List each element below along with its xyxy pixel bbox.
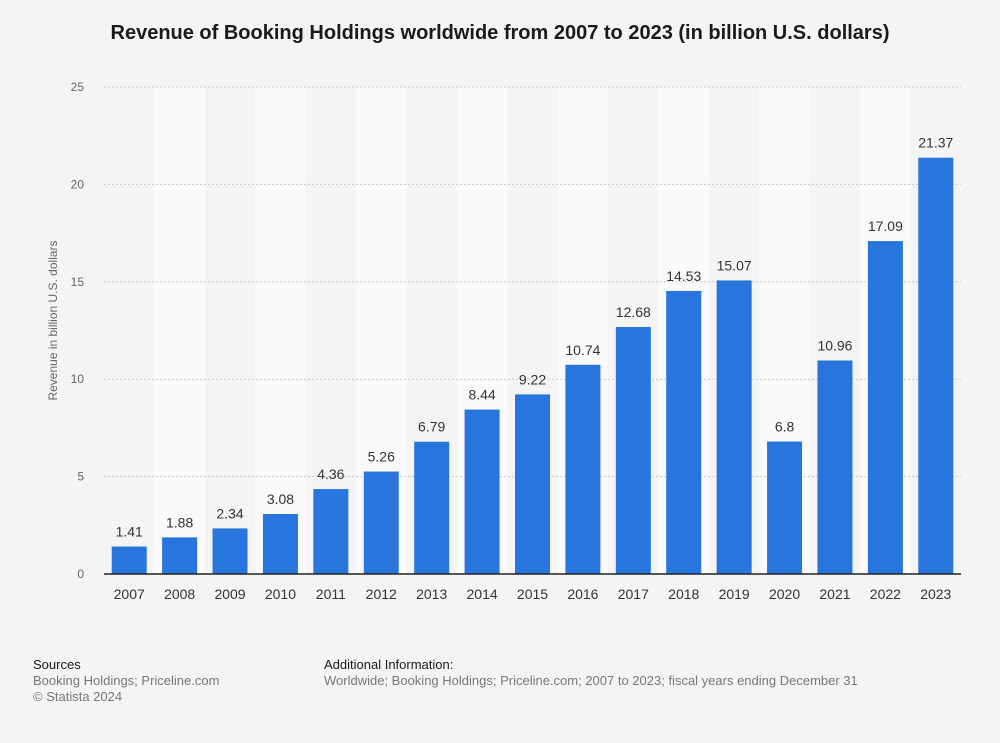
value-label: 1.88 <box>166 514 193 530</box>
x-tick-label: 2012 <box>366 586 397 602</box>
y-tick-label: 0 <box>77 567 84 581</box>
bar <box>111 546 147 574</box>
column-band <box>255 87 306 574</box>
x-tick-label: 2010 <box>265 586 296 602</box>
value-label: 14.53 <box>666 268 701 284</box>
value-label: 2.34 <box>216 505 243 521</box>
x-tick-label: 2015 <box>517 586 548 602</box>
x-tick-label: 2021 <box>819 586 850 602</box>
bar <box>414 441 450 574</box>
y-axis-title: Revenue in billion U.S. dollars <box>46 240 60 400</box>
x-tick-label: 2011 <box>316 586 346 602</box>
value-label: 10.96 <box>817 337 852 353</box>
x-tick-label: 2014 <box>467 586 498 602</box>
x-tick-label: 2023 <box>920 586 951 602</box>
bar <box>363 471 399 574</box>
bar <box>162 537 198 574</box>
x-tick-label: 2016 <box>567 586 598 602</box>
x-tick-label: 2008 <box>164 586 195 602</box>
sources-text: Booking Holdings; Priceline.com <box>33 673 220 688</box>
bar <box>262 514 298 574</box>
chart-title: Revenue of Booking Holdings worldwide fr… <box>110 22 890 44</box>
bar <box>767 441 803 574</box>
additional-info-text: Worldwide; Booking Holdings; Priceline.c… <box>324 673 858 688</box>
bar <box>867 241 903 575</box>
copyright-text: © Statista 2024 <box>33 689 123 704</box>
sources-heading: Sources <box>33 657 81 672</box>
value-label: 9.22 <box>519 371 546 387</box>
bar <box>918 157 954 574</box>
value-label: 10.74 <box>565 342 600 358</box>
y-tick-label: 5 <box>77 470 84 484</box>
value-label: 6.79 <box>418 419 445 435</box>
x-tick-label: 2018 <box>668 586 699 602</box>
y-tick-label: 10 <box>71 372 85 386</box>
value-label: 3.08 <box>267 491 294 507</box>
additional-info-block: Additional Information: Worldwide; Booki… <box>324 657 858 689</box>
y-tick-label: 20 <box>71 177 85 191</box>
y-tick-label: 15 <box>71 275 85 289</box>
value-label: 21.37 <box>918 135 953 151</box>
column-band <box>154 87 205 574</box>
y-tick-label: 25 <box>71 80 85 94</box>
value-label: 8.44 <box>468 387 495 403</box>
bar <box>515 394 550 574</box>
bar <box>212 528 248 574</box>
value-label: 1.41 <box>116 524 143 540</box>
value-label: 15.07 <box>717 257 752 273</box>
x-tick-label: 2017 <box>618 586 649 602</box>
additional-info-heading: Additional Information: <box>324 657 454 672</box>
value-label: 4.36 <box>317 466 344 482</box>
x-tick-label: 2009 <box>214 586 245 602</box>
x-tick-label: 2019 <box>719 586 750 602</box>
bar <box>817 360 853 574</box>
x-tick-label: 2020 <box>769 586 800 602</box>
bar <box>716 280 752 574</box>
x-tick-label: 2013 <box>416 586 447 602</box>
sources-block: Sources Booking Holdings; Priceline.com … <box>33 657 219 705</box>
x-tick-label: 2007 <box>114 586 145 602</box>
bar <box>615 326 651 574</box>
bar <box>565 364 601 574</box>
bar-chart: 0 5 10 15 20 25 Revenue in billion U.S. dollar… <box>46 80 961 602</box>
bar <box>313 489 349 574</box>
value-label: 12.68 <box>616 304 651 320</box>
value-label: 5.26 <box>368 449 395 465</box>
value-label: 6.8 <box>775 419 795 435</box>
x-tick-label: 2022 <box>870 586 901 602</box>
value-label: 17.09 <box>868 218 903 234</box>
bar <box>666 290 702 574</box>
bar <box>464 409 500 574</box>
